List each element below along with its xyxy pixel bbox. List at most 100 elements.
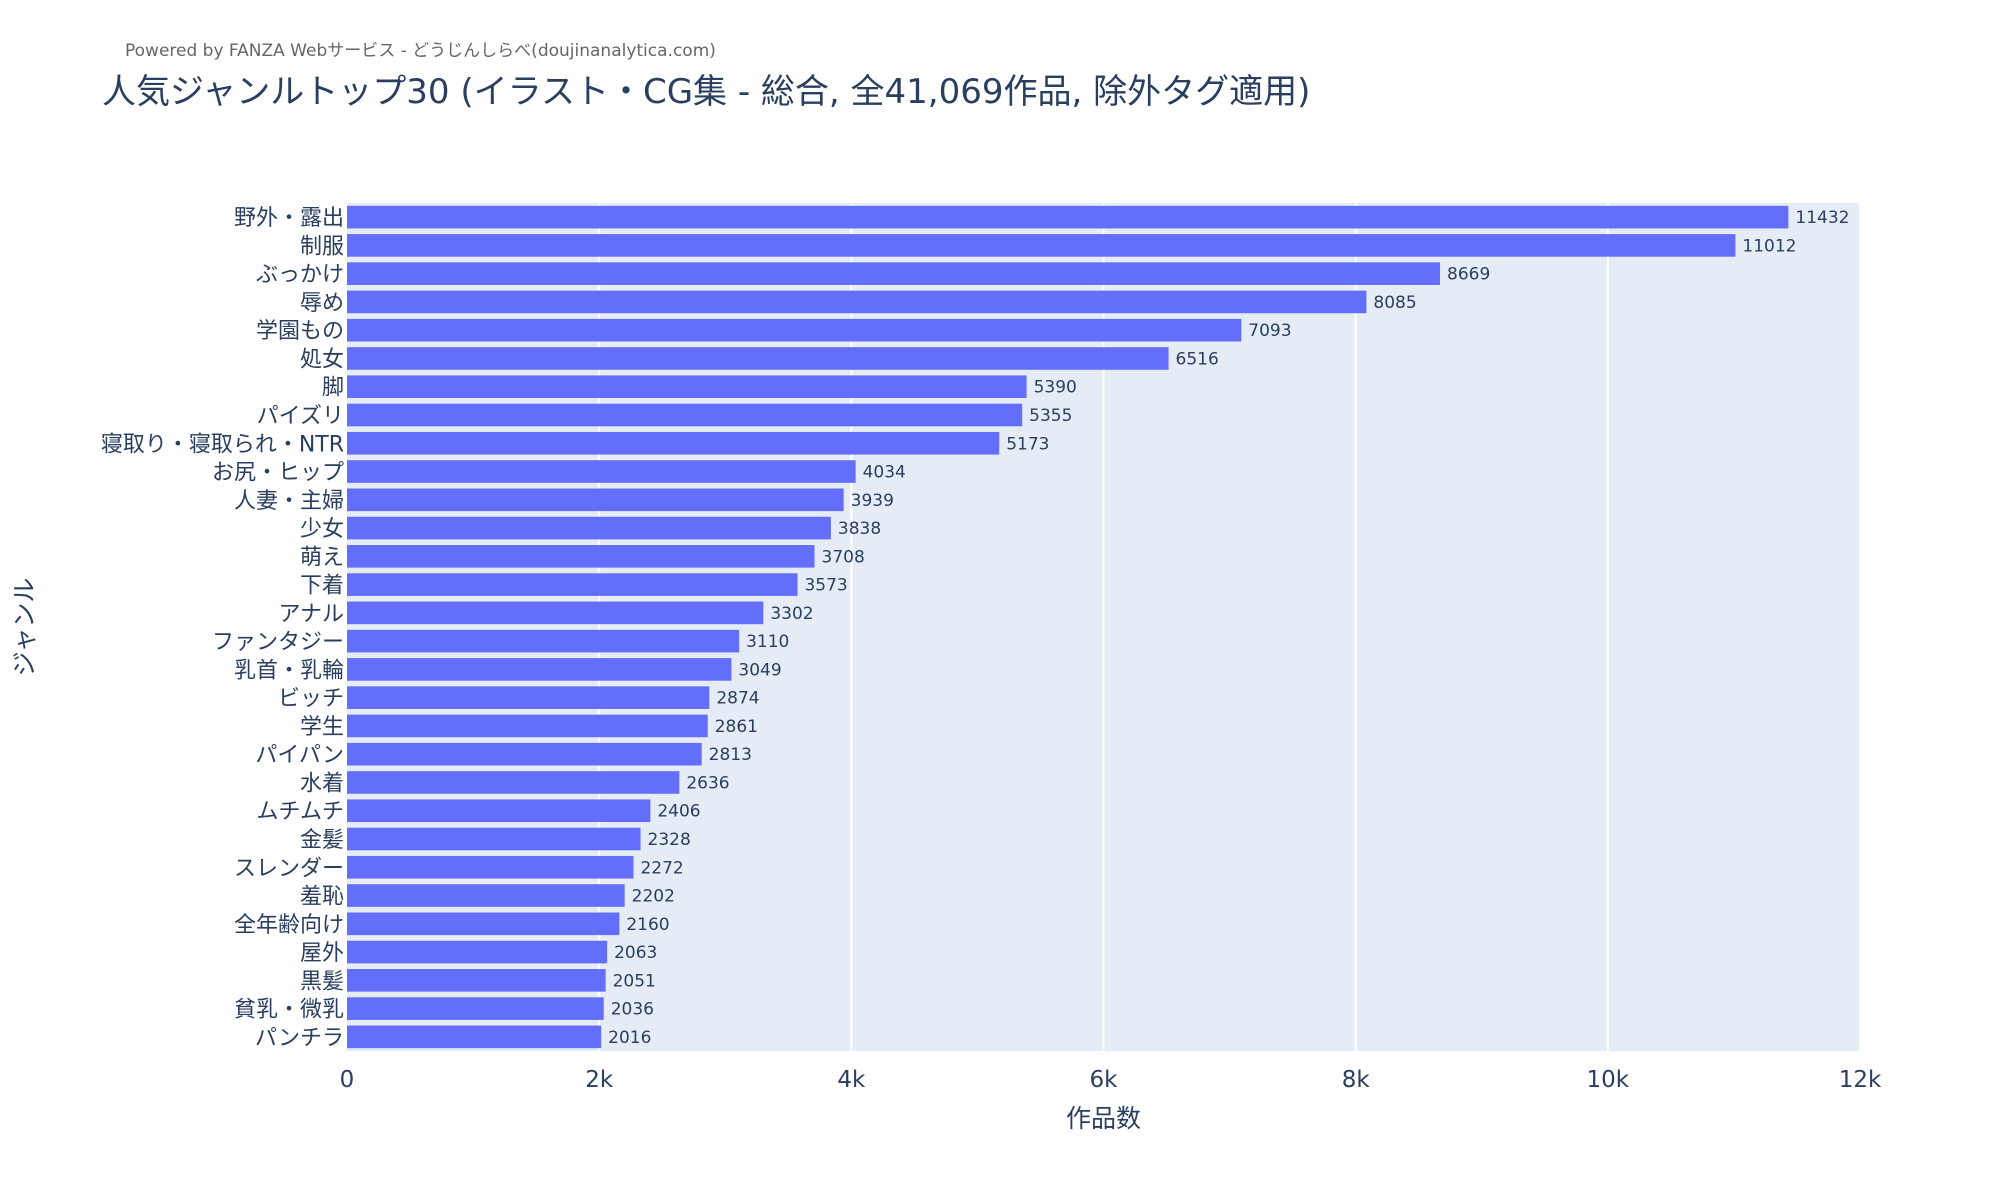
bar-value-label: 2406 [657, 802, 700, 822]
bar-value-label: 6516 [1176, 349, 1219, 369]
category-label: 野外・露出 [234, 206, 344, 231]
bar-value-label: 2160 [626, 915, 669, 935]
bar [347, 601, 764, 625]
category-label: 下着 [300, 574, 344, 599]
bar-value-label: 11432 [1795, 208, 1849, 228]
bar-value-label: 2202 [632, 887, 675, 907]
category-label: ビッチ [278, 687, 344, 712]
bar [347, 516, 831, 540]
category-label: パイズリ [257, 404, 344, 429]
bar-value-label: 3049 [738, 660, 781, 680]
category-label: 少女 [300, 517, 344, 542]
bar-value-label: 4034 [863, 463, 906, 483]
bar-value-label: 8669 [1447, 265, 1490, 285]
x-tick-label: 8k [1342, 1067, 1371, 1093]
bar [347, 742, 702, 766]
bar [347, 290, 1367, 314]
bar-value-label: 5173 [1006, 434, 1049, 454]
bar [347, 488, 844, 512]
bar [347, 969, 606, 992]
x-tick-label: 6k [1090, 1067, 1119, 1093]
bar-value-label: 2063 [614, 943, 657, 963]
bar [347, 1025, 602, 1049]
bar [347, 912, 620, 936]
bar-value-label: 2861 [715, 717, 758, 737]
category-label: 萌え [300, 545, 344, 570]
category-label: 辱め [300, 291, 344, 316]
bar [347, 347, 1169, 370]
bar-value-label: 5355 [1029, 406, 1072, 426]
category-label: パイパン [255, 743, 344, 768]
bar [347, 629, 740, 653]
bar [347, 771, 680, 794]
bar-value-label: 2051 [613, 971, 656, 991]
x-tick-label: 0 [340, 1067, 355, 1093]
bar-value-label: 2036 [611, 1000, 654, 1020]
x-tick-label: 2k [585, 1067, 614, 1093]
bar-value-label: 8085 [1373, 293, 1416, 313]
bar [347, 714, 708, 738]
bar [347, 997, 604, 1020]
category-label: 金髪 [300, 828, 344, 853]
category-label: パンチラ [255, 1026, 344, 1051]
bar [347, 799, 651, 823]
category-label: 学園もの [256, 319, 344, 344]
category-label: 脚 [322, 376, 344, 401]
bar [347, 262, 1441, 285]
category-label: 制服 [300, 234, 344, 259]
x-axis-label: 作品数 [1066, 1104, 1141, 1133]
x-tick-label: 12k [1839, 1067, 1882, 1093]
bars [347, 205, 1789, 1049]
bar [347, 658, 732, 681]
bar [347, 940, 608, 964]
category-label: 乳首・乳輪 [234, 658, 344, 683]
bar [347, 234, 1736, 257]
category-label: ぶっかけ [256, 263, 344, 288]
y-axis-label: ジャンル [10, 578, 39, 677]
category-label: ファンタジー [212, 630, 344, 655]
category-label: 羞恥 [300, 885, 344, 910]
category-label: アナル [278, 602, 344, 627]
x-tick-label: 4k [837, 1067, 866, 1093]
bar [347, 460, 856, 483]
category-label: 人妻・主婦 [234, 489, 344, 514]
bar [347, 403, 1023, 427]
chart-title: 人気ジャンルトップ30 (イラスト・CG集 - 総合, 全41,069作品, 除… [102, 72, 1311, 112]
category-label: 処女 [300, 347, 344, 372]
category-label: 貧乳・微乳 [234, 998, 344, 1023]
category-label: お尻・ヒップ [212, 461, 344, 486]
bar-value-label: 3573 [804, 576, 847, 596]
bar-value-label: 7093 [1248, 321, 1291, 341]
x-tick-labels: 0 2k 4k 6k 8k 10k 12k [340, 1067, 1882, 1093]
bar-value-label: 2272 [640, 858, 683, 878]
category-label: 黒髪 [300, 969, 344, 994]
bar [347, 545, 815, 568]
category-label: スレンダー [234, 856, 344, 881]
bar [347, 375, 1027, 399]
bar [347, 855, 634, 879]
bar-value-label: 2813 [709, 745, 752, 765]
gridlines [598, 203, 1861, 1051]
category-label: 全年齢向け [234, 913, 344, 938]
x-tick-label: 10k [1587, 1067, 1630, 1093]
bar-value-label: 2328 [648, 830, 691, 850]
bar-value-label: 2636 [686, 773, 729, 793]
category-label: 屋外 [300, 941, 344, 966]
bar-value-label: 11012 [1742, 236, 1796, 256]
bar [347, 431, 1000, 455]
bar-value-label: 3838 [838, 519, 881, 539]
bar-value-label: 2016 [608, 1028, 651, 1048]
bar [347, 205, 1789, 229]
bar [347, 318, 1242, 342]
category-label: ムチムチ [256, 800, 344, 825]
credit-text: Powered by FANZA Webサービス - どうじんしらべ(douji… [125, 41, 716, 61]
bar [347, 573, 798, 596]
bar-value-label: 3110 [746, 632, 789, 652]
bar-value-label: 5390 [1034, 378, 1077, 398]
data-labels: 11432 11012 8669 8085 7093 6516 5390 5355 5173 40… [608, 208, 1849, 1048]
category-label: 学生 [300, 715, 344, 740]
bar [347, 827, 641, 851]
bar-value-label: 3302 [770, 604, 813, 624]
